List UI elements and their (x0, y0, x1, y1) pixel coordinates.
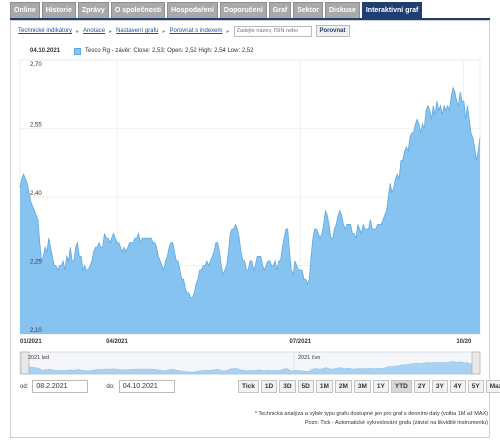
compare-search-input[interactable] (233, 25, 312, 37)
y-tick-label: 2,10 (30, 328, 42, 334)
x-tick-label: 10/20 (456, 339, 472, 345)
to-date-input[interactable] (118, 380, 175, 393)
range-button-3d[interactable]: 3D (279, 380, 296, 393)
x-tick-label: 07/2021 (289, 339, 311, 345)
range-button-ytd[interactable]: YTD (390, 380, 412, 393)
y-tick-label: 2,25 (30, 260, 42, 266)
compare-with-index-link[interactable]: Porovnat s indexem (169, 28, 223, 34)
range-button-5d[interactable]: 5D (297, 380, 314, 393)
tab-doporu-en-[interactable]: Doporučení (219, 2, 267, 18)
navigator-label-left: 2021 led (28, 355, 49, 361)
separator-icon: ▸ (162, 28, 166, 35)
range-button-3y[interactable]: 3Y (431, 380, 448, 393)
navigator-handle-left[interactable] (20, 351, 30, 375)
technical-indicators-link[interactable]: Technické indikátory (18, 28, 73, 34)
footnote-line-1: * Technická analýza a výběr typu grafu d… (254, 411, 488, 417)
from-date-input[interactable] (32, 380, 89, 393)
chart-settings-link[interactable]: Nastavení grafu (116, 28, 159, 34)
tab-graf[interactable]: Graf (268, 2, 292, 18)
compare-button[interactable]: Porovnat (315, 25, 350, 37)
y-tick-label: 2,70 (30, 62, 42, 68)
separator-icon: ▸ (76, 28, 80, 35)
tab-bar: Online Historie Zprávy O společnosti Hospoda… (10, 2, 490, 19)
x-tick-label: 01/2021 (20, 339, 42, 345)
range-button-3m[interactable]: 3M (353, 380, 371, 393)
separator-icon: ▸ (226, 28, 230, 35)
from-label: od: (20, 383, 29, 390)
range-button-max[interactable]: Max (485, 380, 500, 393)
price-line (19, 85, 481, 298)
series-swatch (74, 47, 82, 55)
tab-sektor[interactable]: Sektor (293, 2, 323, 18)
date-range: od: do: (20, 380, 175, 393)
navigator-label-right: 2021 čvo (298, 355, 320, 361)
range-button-4y[interactable]: 4Y (449, 380, 466, 393)
price-area (20, 87, 480, 335)
tab-online[interactable]: Online (10, 2, 40, 18)
legend-text: Tesco Rg - závěr: Close: 2,53; Open: 2,5… (85, 48, 254, 54)
chart-panel (10, 20, 490, 438)
legend-date: 04.10.2021 (30, 48, 61, 54)
range-button-2y[interactable]: 2Y (413, 380, 430, 393)
range-button-tick[interactable]: Tick (238, 380, 259, 393)
range-button-1d[interactable]: 1D (260, 380, 278, 393)
tab-zpr-vy[interactable]: Zprávy (77, 2, 109, 18)
chart-toolbar: Technické indikátory ▸ Anotace ▸ Nastave… (18, 24, 350, 38)
range-button-1y[interactable]: 1Y (372, 380, 389, 393)
chart-legend: 04.10.2021 Tesco Rg - závěr: Close: 2,53… (30, 46, 253, 56)
tab-hospoda-en-[interactable]: Hospodaření (167, 2, 218, 18)
navigator-handle-right[interactable] (471, 351, 481, 375)
separator-icon: ▸ (109, 28, 113, 35)
navigator-area (20, 361, 480, 375)
tab-interaktivn-graf[interactable]: Interaktivní graf (361, 2, 423, 18)
range-button-5y[interactable]: 5Y (467, 380, 484, 393)
tab-historie[interactable]: Historie (41, 2, 76, 18)
range-button-1m[interactable]: 1M (315, 380, 333, 393)
tab-underline (10, 18, 490, 20)
range-buttons: Tick1D3D5D1M2M3M1YYTD2Y3Y4Y5YMax (238, 380, 500, 393)
annotations-link[interactable]: Anotace (83, 28, 106, 34)
to-label: do: (106, 383, 115, 390)
tab-diskuse[interactable]: Diskuse (325, 2, 360, 18)
footnote: * Technická analýza a výběr typu grafu d… (255, 410, 488, 428)
tab-o-spole-nosti[interactable]: O společnosti (110, 2, 166, 18)
y-tick-label: 2,55 (30, 123, 42, 129)
x-tick-label: 04/2021 (106, 339, 128, 345)
footnote-line-2: Pozn: Tick - Automatické vykreslování gr… (304, 420, 488, 426)
range-button-2m[interactable]: 2M (334, 380, 352, 393)
y-tick-label: 2,40 (30, 191, 42, 197)
